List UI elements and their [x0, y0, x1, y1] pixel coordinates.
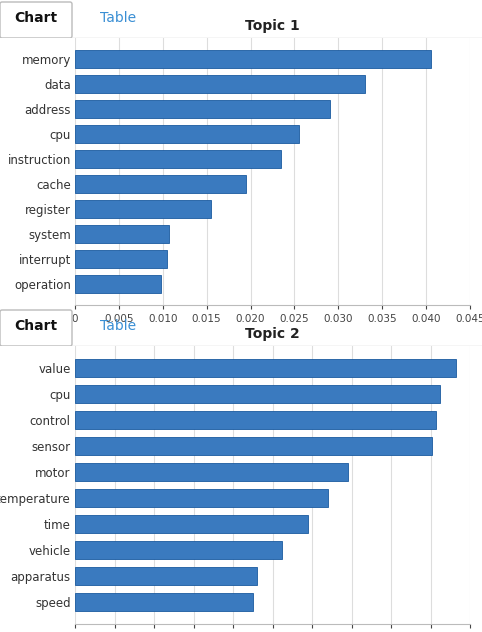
- Bar: [75, 385, 441, 403]
- Text: Table: Table: [100, 319, 136, 333]
- Bar: [75, 75, 365, 93]
- Title: Topic 1: Topic 1: [245, 19, 300, 33]
- Bar: [75, 100, 330, 118]
- Bar: [75, 50, 430, 68]
- Bar: [75, 200, 211, 218]
- Bar: [75, 437, 432, 456]
- Bar: [75, 250, 167, 268]
- Bar: [75, 275, 161, 293]
- Bar: [75, 411, 436, 429]
- FancyBboxPatch shape: [0, 2, 72, 38]
- Text: Table: Table: [100, 11, 136, 25]
- Bar: [75, 540, 282, 559]
- Text: Chart: Chart: [14, 11, 57, 25]
- Title: Topic 2: Topic 2: [245, 327, 300, 341]
- Bar: [75, 463, 348, 482]
- Bar: [75, 125, 299, 143]
- Bar: [75, 358, 456, 377]
- Text: Chart: Chart: [14, 319, 57, 333]
- Bar: [75, 567, 257, 585]
- Bar: [75, 175, 246, 193]
- FancyBboxPatch shape: [0, 310, 72, 346]
- Bar: [75, 593, 253, 611]
- Bar: [75, 489, 328, 507]
- Bar: [75, 150, 281, 168]
- Bar: [75, 514, 308, 533]
- Bar: [75, 225, 169, 243]
